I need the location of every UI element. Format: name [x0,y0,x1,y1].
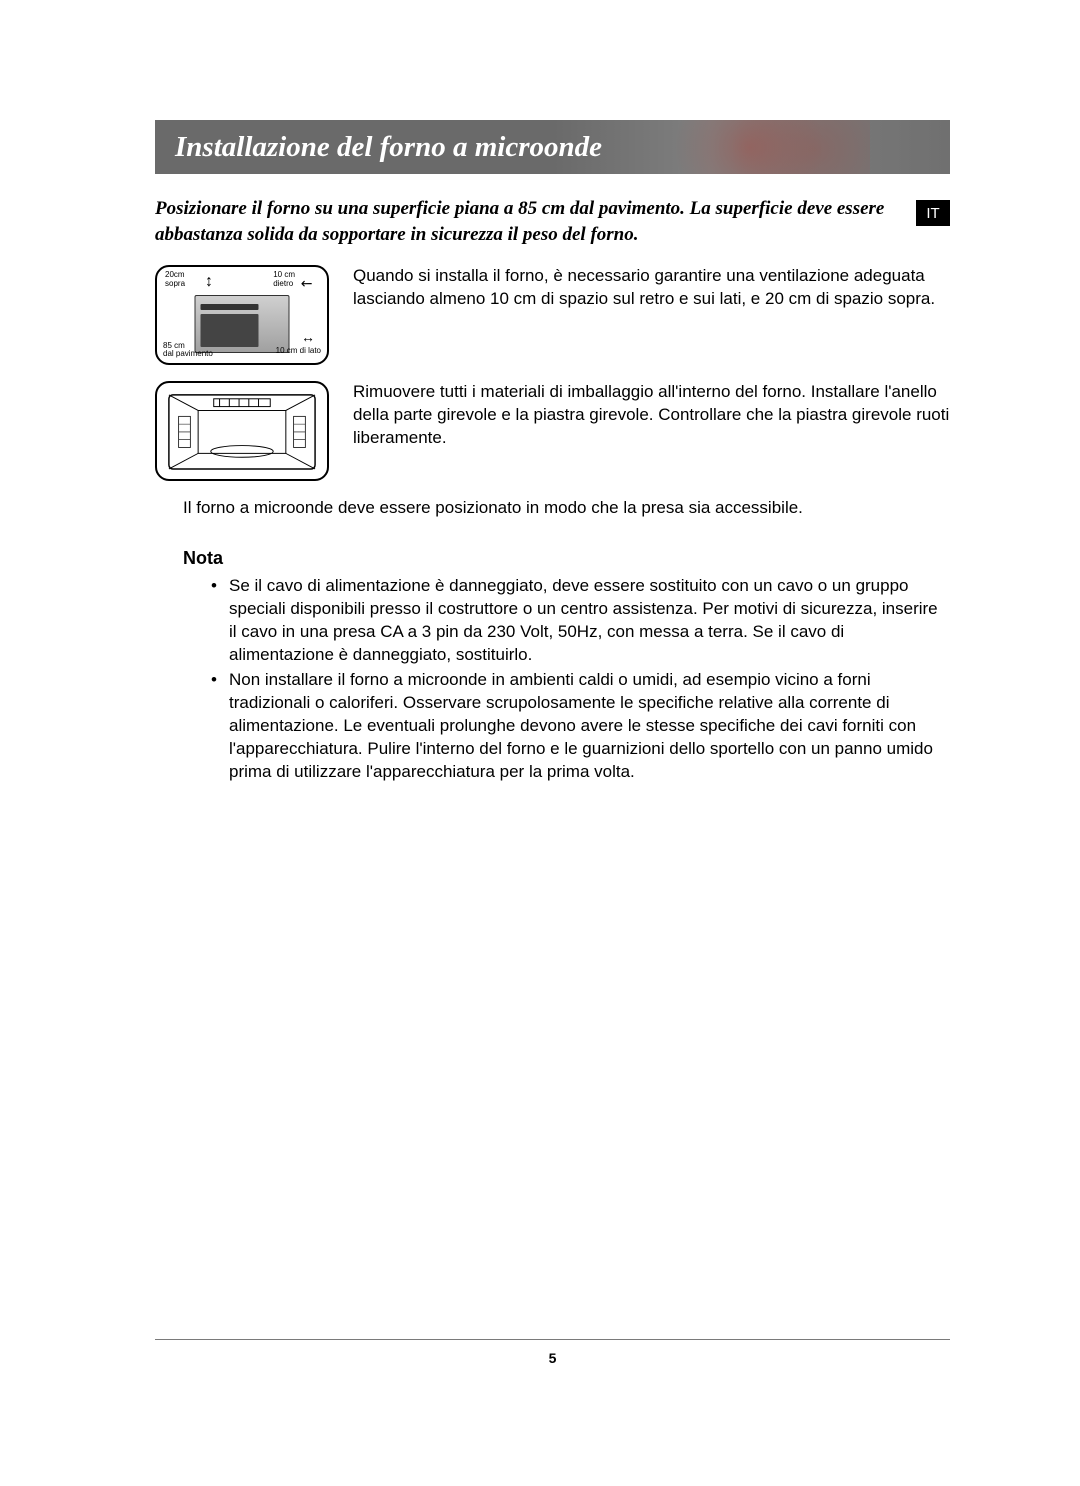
intro-text: Posizionare il forno su una superficie p… [155,196,898,247]
ventilation-diagram: 20cmsopra ↕ 10 cmdietro ↙ ↔ 85 cmdal pav… [155,265,329,365]
diagram-box-1: 20cmsopra ↕ 10 cmdietro ↙ ↔ 85 cmdal pav… [155,265,329,365]
ventilation-row: 20cmsopra ↕ 10 cmdietro ↙ ↔ 85 cmdal pav… [155,265,950,365]
label-side-clearance: 10 cm di lato [276,346,321,355]
arrow-right-icon: ↔ [301,329,315,345]
diagram-box-2 [155,381,329,481]
ventilation-text: Quando si installa il forno, è necessari… [353,265,950,311]
arrow-up-icon: ↕ [205,273,213,291]
nota-heading: Nota [183,548,950,569]
footer-rule [155,1339,950,1340]
language-tag: IT [916,200,950,226]
page-footer: 5 [155,1339,950,1366]
label-back-clearance: 10 cmdietro [273,271,295,289]
header-band: Installazione del forno a microonde [155,120,950,174]
interior-text: Rimuovere tutti i materiali di imballagg… [353,381,950,450]
label-floor-height: 85 cmdal pavimento [163,342,213,360]
section-title: Installazione del forno a microonde [175,131,602,164]
nota-item: Non installare il forno a microonde in a… [211,669,940,784]
oven-interior-icon [165,391,319,473]
socket-access-text: Il forno a microonde deve essere posizio… [183,497,950,520]
page-number: 5 [155,1350,950,1366]
page-content: Installazione del forno a microonde Posi… [0,0,1080,784]
arrow-diagonal-icon: ↙ [297,274,317,294]
nota-list: Se il cavo di alimentazione è danneggiat… [211,575,940,783]
interior-diagram [155,381,329,481]
interior-row: Rimuovere tutti i materiali di imballagg… [155,381,950,481]
label-top-clearance: 20cmsopra [165,271,185,289]
intro-row: Posizionare il forno su una superficie p… [155,196,950,247]
nota-item: Se il cavo di alimentazione è danneggiat… [211,575,940,667]
